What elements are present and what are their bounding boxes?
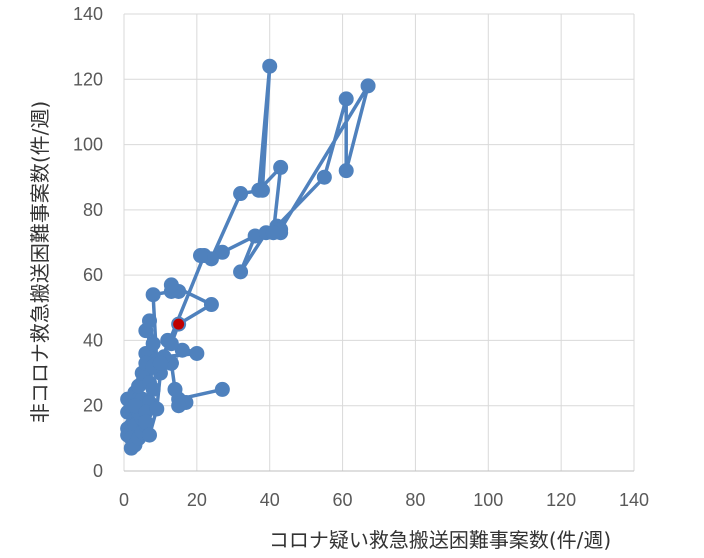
data-point <box>214 244 230 260</box>
data-point <box>214 381 230 397</box>
x-tick-label: 140 <box>619 490 649 510</box>
x-axis-title: コロナ疑い救急搬送困難事案数(件/週) <box>269 528 611 552</box>
data-point <box>338 91 354 107</box>
data-point <box>127 398 143 414</box>
x-tick-label: 100 <box>473 490 503 510</box>
data-point <box>233 264 249 280</box>
data-point <box>273 159 289 175</box>
data-point <box>316 169 332 185</box>
data-point <box>145 287 161 303</box>
data-point <box>138 414 154 430</box>
grid <box>123 13 635 472</box>
data-point <box>163 277 179 293</box>
data-point <box>360 78 376 94</box>
data-points <box>120 58 376 456</box>
data-point <box>233 186 249 202</box>
data-point <box>163 336 179 352</box>
data-point <box>171 398 187 414</box>
y-tick-label: 20 <box>83 396 103 416</box>
data-point <box>152 355 168 371</box>
data-point <box>189 345 205 361</box>
data-point <box>174 342 190 358</box>
y-tick-label: 40 <box>83 330 103 350</box>
data-point <box>254 182 270 198</box>
x-tick-label: 120 <box>546 490 576 510</box>
data-point <box>149 401 165 417</box>
data-point <box>262 58 278 74</box>
x-tick-label: 20 <box>187 490 207 510</box>
data-point <box>265 225 281 241</box>
highlight-point <box>173 318 185 330</box>
data-point <box>338 163 354 179</box>
y-axis-title: 非コロナ救急搬送困難事案数(件/週) <box>28 101 52 423</box>
data-point <box>142 427 157 443</box>
x-tick-label: 0 <box>119 490 129 510</box>
x-tick-label: 60 <box>333 490 353 510</box>
tick-labels: 0 20 40 60 80 100 120 140 0 20 40 60 80 100 120 140 <box>73 4 649 510</box>
y-tick-label: 0 <box>93 461 103 481</box>
data-point <box>193 248 208 264</box>
y-tick-label: 120 <box>73 69 103 89</box>
y-tick-label: 140 <box>73 4 103 24</box>
data-point <box>142 313 157 329</box>
y-tick-label: 60 <box>83 265 103 285</box>
y-tick-label: 80 <box>83 200 103 220</box>
data-point <box>145 381 161 397</box>
data-point <box>145 336 161 352</box>
x-tick-label: 80 <box>405 490 425 510</box>
data-point <box>167 381 183 397</box>
x-tick-label: 40 <box>260 490 280 510</box>
data-point <box>203 297 219 313</box>
y-tick-label: 100 <box>73 135 103 155</box>
